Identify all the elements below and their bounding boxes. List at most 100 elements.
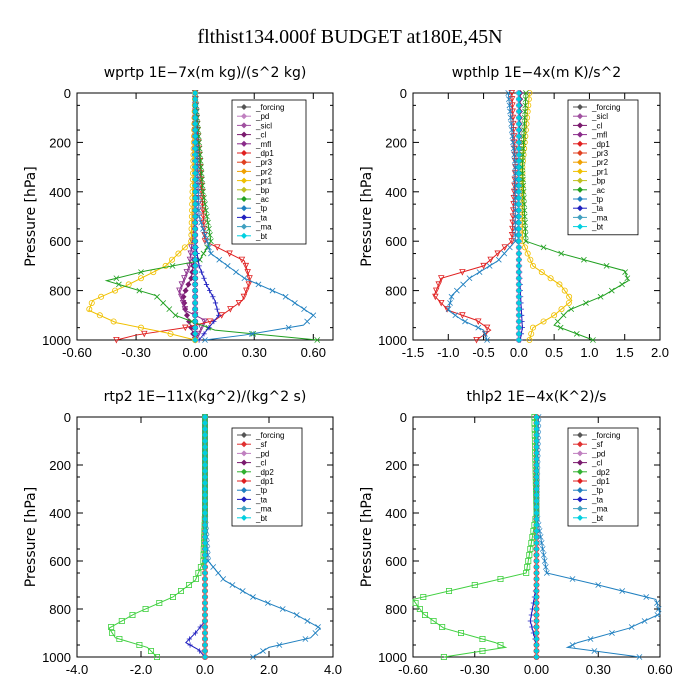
legend-entry: _ac xyxy=(255,195,269,204)
data-point xyxy=(112,287,119,294)
data-point xyxy=(285,324,292,331)
data-point xyxy=(179,299,187,307)
data-point xyxy=(239,588,246,594)
data-point xyxy=(480,262,487,270)
data-point xyxy=(538,540,545,546)
data-point xyxy=(528,612,534,618)
data-point xyxy=(533,545,540,553)
legend-entry: _ta xyxy=(255,213,268,222)
legend-marker xyxy=(576,140,584,147)
data-point xyxy=(591,648,598,654)
data-point xyxy=(509,225,516,233)
data-point xyxy=(533,485,540,493)
data-point xyxy=(482,330,488,337)
data-point xyxy=(181,306,189,313)
data-point xyxy=(181,275,188,282)
data-point xyxy=(533,479,540,487)
y-tick-label: 800 xyxy=(49,602,71,617)
data-point xyxy=(560,312,567,319)
legend-marker xyxy=(576,514,584,521)
data-point xyxy=(508,232,516,239)
legend-marker xyxy=(576,177,584,184)
data-point xyxy=(202,201,208,208)
legend-marker xyxy=(240,205,248,212)
data-point xyxy=(201,533,209,541)
data-point xyxy=(515,89,522,97)
data-point xyxy=(192,306,199,313)
data-point xyxy=(214,306,220,312)
data-point xyxy=(216,256,223,263)
x-tick-label: -0.5 xyxy=(472,345,494,360)
data-point xyxy=(505,96,512,103)
data-point xyxy=(533,551,540,559)
data-point xyxy=(458,630,465,637)
legend-entry: _bt xyxy=(255,514,268,523)
data-point xyxy=(460,281,467,288)
data-point xyxy=(201,431,209,439)
data-point xyxy=(515,299,522,306)
data-point xyxy=(154,293,160,300)
data-point xyxy=(192,170,199,177)
legend-marker xyxy=(240,232,248,239)
data-point xyxy=(521,120,528,127)
data-point xyxy=(479,636,486,643)
data-point xyxy=(188,318,195,325)
data-point xyxy=(540,244,547,251)
legend-entry: _ma xyxy=(591,505,608,514)
series-bt xyxy=(515,89,522,344)
data-point xyxy=(201,318,208,325)
data-point xyxy=(192,275,199,282)
data-point xyxy=(536,528,543,534)
data-point xyxy=(435,281,442,288)
series-pr1 xyxy=(519,90,573,343)
legend-marker xyxy=(240,122,248,129)
data-point xyxy=(430,618,437,625)
legend-entry: _cl xyxy=(255,459,266,468)
y-tick-label: 800 xyxy=(385,284,407,299)
legend-entry: _tp xyxy=(255,204,268,213)
data-point xyxy=(528,330,535,337)
y-tick-label: 800 xyxy=(49,284,71,299)
data-point xyxy=(533,611,540,619)
panel-title: wpthlp 1E−4x(m K)/s^2 xyxy=(452,65,621,81)
y-tick-label: 200 xyxy=(385,458,407,473)
data-point xyxy=(186,636,192,642)
data-point xyxy=(540,552,547,558)
data-point xyxy=(533,437,540,445)
legend: _forcing_sf_pd_cl_dp2_dp1_tp_ta_ma_bt xyxy=(231,427,303,527)
data-point xyxy=(176,287,183,295)
y-tick-label: 0 xyxy=(64,410,71,425)
series-line xyxy=(108,417,206,658)
data-point xyxy=(512,164,519,170)
y-tick-label: 1000 xyxy=(378,650,407,665)
data-point xyxy=(248,330,255,337)
legend-marker xyxy=(576,450,584,457)
data-point xyxy=(241,275,248,282)
data-point xyxy=(542,564,549,570)
data-point xyxy=(177,293,185,301)
data-point xyxy=(192,201,199,208)
data-point xyxy=(206,318,214,325)
data-point xyxy=(654,600,660,606)
data-point xyxy=(486,263,493,269)
data-point xyxy=(204,213,210,220)
data-point xyxy=(201,599,209,607)
data-point xyxy=(522,232,529,238)
data-point xyxy=(628,624,635,630)
x-tick-label: -4.0 xyxy=(66,662,88,677)
x-tick-label: 0.30 xyxy=(242,345,267,360)
data-point xyxy=(192,176,199,183)
data-point xyxy=(533,599,540,607)
y-tick-label: 800 xyxy=(385,602,407,617)
data-point xyxy=(527,546,534,553)
legend-entry: _bt xyxy=(591,514,604,523)
data-point xyxy=(533,527,540,535)
data-point xyxy=(520,145,527,152)
data-point xyxy=(526,90,533,97)
data-point xyxy=(533,653,540,661)
legend-marker xyxy=(240,477,248,485)
y-tick-label: 600 xyxy=(49,234,71,249)
data-point xyxy=(533,569,540,577)
plot-frame xyxy=(412,92,661,341)
x-tick-label: -1.0 xyxy=(437,345,459,360)
